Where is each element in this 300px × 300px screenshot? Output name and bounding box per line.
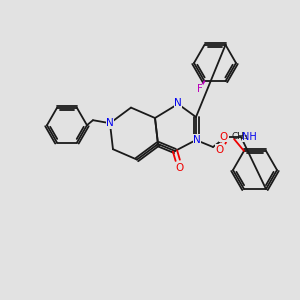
Text: N: N <box>106 118 114 128</box>
Text: F: F <box>196 84 202 94</box>
Text: NH: NH <box>242 132 257 142</box>
Text: O: O <box>176 163 184 173</box>
Text: N: N <box>174 98 182 108</box>
Text: N: N <box>193 135 201 145</box>
Text: O: O <box>220 132 228 142</box>
Text: CH₃: CH₃ <box>232 132 249 141</box>
Text: O: O <box>216 145 224 155</box>
